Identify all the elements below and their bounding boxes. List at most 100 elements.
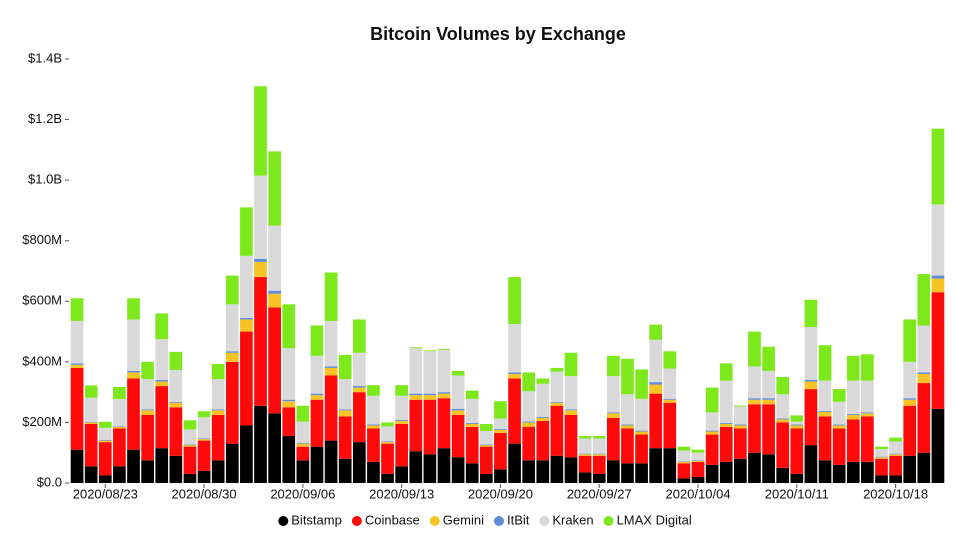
bar-segment (240, 317, 253, 320)
bar-segment (423, 454, 437, 483)
bar-segment (395, 466, 409, 483)
bar-segment (494, 430, 507, 434)
bar-segment (479, 444, 493, 446)
bar-segment (917, 274, 931, 326)
bar-segment (804, 299, 818, 328)
bar-segment (691, 452, 705, 461)
bar-segment (113, 399, 126, 427)
bar-segment (84, 421, 98, 423)
bar-segment (818, 411, 832, 417)
bar-segment (578, 438, 592, 454)
bar-segment (564, 457, 578, 483)
y-tick-label: $1.4B (28, 50, 62, 65)
bar-segment (776, 422, 790, 468)
bar-segment (748, 398, 761, 400)
bar-segment (465, 463, 479, 483)
bar-segment (338, 410, 352, 417)
bar-segment (832, 464, 846, 483)
bar-segment (621, 425, 634, 429)
bar-segment (479, 445, 493, 447)
bar-segment (197, 411, 211, 418)
bar-segment (903, 405, 917, 456)
bar-segment (522, 426, 536, 461)
bar-segment (818, 380, 832, 411)
bar-segment (98, 439, 112, 441)
bar-segment (479, 446, 493, 474)
bar-segment (310, 393, 324, 396)
bar-segment (282, 348, 296, 400)
bar-segment (691, 461, 705, 477)
bar-segment (776, 467, 790, 483)
bar-segment (917, 452, 931, 483)
bar-segment (691, 476, 705, 483)
bar-segment (550, 405, 564, 456)
bar-segment (155, 381, 169, 387)
bar-segment (240, 319, 253, 332)
bar-segment (127, 378, 140, 450)
x-tick-label: 2020/08/23 (73, 486, 138, 501)
legend-label: ItBit (507, 512, 530, 527)
bar-segment (606, 413, 620, 418)
bar-segment (451, 457, 465, 483)
bar-segment (409, 347, 423, 349)
bar-segment (113, 426, 126, 427)
bar-segment (677, 478, 691, 483)
bar-segment (578, 453, 592, 455)
bar-segment (832, 425, 846, 429)
bar-segment (352, 386, 366, 388)
bar-segment (889, 455, 902, 476)
bar-segment (465, 426, 479, 464)
bar-segment (861, 412, 874, 414)
bar-segment (635, 431, 648, 435)
bar-segment (649, 382, 663, 385)
bar-segment (254, 86, 267, 176)
bar-segment (606, 412, 620, 414)
bar-segment (451, 370, 465, 376)
bar-segment (875, 458, 888, 476)
bar-segment (169, 370, 183, 402)
bar-segment (423, 350, 437, 352)
bar-segment (917, 373, 931, 384)
bar-segment (84, 422, 98, 424)
bar-segment (240, 207, 253, 256)
bar-segment (508, 372, 521, 374)
bar-segment (508, 324, 521, 373)
bar-segment (113, 386, 126, 400)
bar-segment (536, 460, 550, 483)
bar-segment (465, 398, 479, 424)
legend-marker (539, 516, 550, 526)
bar-segment (931, 292, 945, 409)
bar-segment (734, 424, 747, 426)
bar-segment (931, 275, 945, 279)
bar-segment (748, 331, 761, 367)
bar-segment (705, 431, 719, 435)
bar-segment (211, 409, 225, 411)
bar-segment (861, 380, 874, 413)
bar-segment (268, 151, 281, 226)
bar-segment (225, 351, 239, 353)
bar-segment (522, 460, 536, 483)
bar-segment (719, 423, 733, 424)
bar-segment (550, 401, 564, 403)
bar-segment (832, 424, 846, 426)
legend-marker (493, 516, 504, 526)
bar-segment (479, 473, 493, 483)
bar-segment (748, 452, 761, 483)
y-tick-label: $400M (22, 353, 62, 368)
legend-label: LMAX Digital (617, 512, 692, 527)
bar-segment (183, 473, 197, 483)
bar-segment (564, 376, 578, 410)
x-tick-label: 2020/10/18 (863, 486, 928, 501)
bar-segment (211, 363, 225, 380)
bar-segment (564, 410, 578, 415)
bar-segment (127, 449, 140, 483)
bar-segment (381, 426, 394, 442)
bar-segment (663, 402, 677, 449)
bar-segment (437, 392, 451, 394)
bar-segment (70, 364, 84, 368)
bar-segment (338, 379, 352, 410)
bar-segment (437, 349, 451, 393)
bar-segment (310, 395, 324, 400)
bar-segment (564, 352, 578, 377)
legend-marker (603, 516, 614, 526)
